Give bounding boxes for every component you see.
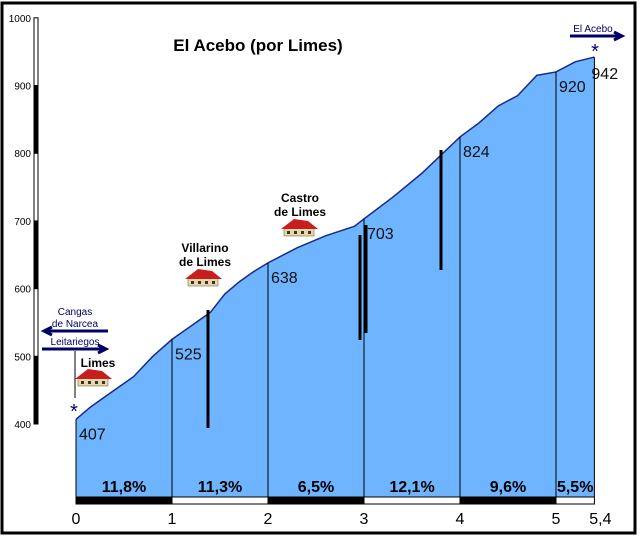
km-scale-segment <box>555 496 595 505</box>
sign-cangas-2: de Narcea <box>52 319 99 330</box>
elevation-line <box>75 56 595 420</box>
gradient-label: 9,6% <box>490 479 526 496</box>
x-tick-label: 1 <box>168 511 177 528</box>
gradient-label: 12,1% <box>389 479 434 496</box>
y-tick-label: 500 <box>14 352 31 363</box>
elevation-label: 942 <box>591 66 618 83</box>
arrow-right-icon <box>42 343 110 355</box>
elevation-label: 638 <box>271 270 298 287</box>
km-scale-segment <box>363 496 461 505</box>
gradient-label: 6,5% <box>298 479 334 496</box>
place-villarino-2: de Limes <box>179 255 231 269</box>
y-tick-label: 700 <box>14 217 31 228</box>
km-scale-segment <box>171 496 269 505</box>
elevation-label: 525 <box>175 346 202 363</box>
y-tick-label: 800 <box>14 149 31 160</box>
y-axis-segment <box>33 355 39 425</box>
sign-el-acebo: El Acebo <box>573 24 613 35</box>
place-castro-1: Castro <box>281 191 319 205</box>
x-tick-label: 2 <box>264 511 273 528</box>
house-icon <box>185 269 222 287</box>
km-scale-segment <box>459 496 557 505</box>
y-tick-label: 400 <box>14 420 31 431</box>
end-asterisk-icon: * <box>591 41 599 63</box>
km-scale-segment <box>75 496 173 505</box>
place-villarino-1: Villarino <box>181 241 228 255</box>
y-tick-label: 900 <box>14 82 31 93</box>
y-tick-label: 600 <box>14 285 31 296</box>
x-tick-label: 5,4 <box>589 511 611 528</box>
chart-title: El Acebo (por Limes) <box>173 36 342 55</box>
y-axis-segment <box>33 17 39 86</box>
y-tick-label: 1000 <box>9 14 32 25</box>
km-scale-segment <box>267 496 365 505</box>
house-icon <box>75 369 112 387</box>
house-icon <box>281 219 318 237</box>
elevation-label: 824 <box>463 144 490 161</box>
gradient-label: 11,3% <box>198 479 242 496</box>
elevation-label: 407 <box>79 426 106 443</box>
start-asterisk-icon: * <box>70 401 78 423</box>
place-limes: Limes <box>81 356 116 370</box>
x-tick-label: 3 <box>360 511 369 528</box>
sign-leitariegos: Leitariegos <box>51 337 100 348</box>
gradient-label: 11,8% <box>102 479 146 496</box>
y-axis-segment <box>33 288 39 357</box>
y-axis-segment <box>33 85 39 154</box>
elevation-area <box>76 57 595 497</box>
place-castro-2: de Limes <box>274 205 326 219</box>
arrow-right-end-icon <box>570 30 626 42</box>
arrow-left-icon <box>40 325 108 337</box>
sign-cangas-1: Cangas <box>58 307 92 318</box>
elevation-label: 920 <box>559 79 586 96</box>
y-axis-segment <box>33 220 39 290</box>
y-axis-segment <box>33 152 39 222</box>
elevation-label: 703 <box>367 226 394 243</box>
x-tick-label: 4 <box>456 511 465 528</box>
gradient-label: 5,5% <box>557 479 593 496</box>
x-tick-label: 0 <box>72 511 81 528</box>
x-tick-label: 5 <box>552 511 561 528</box>
